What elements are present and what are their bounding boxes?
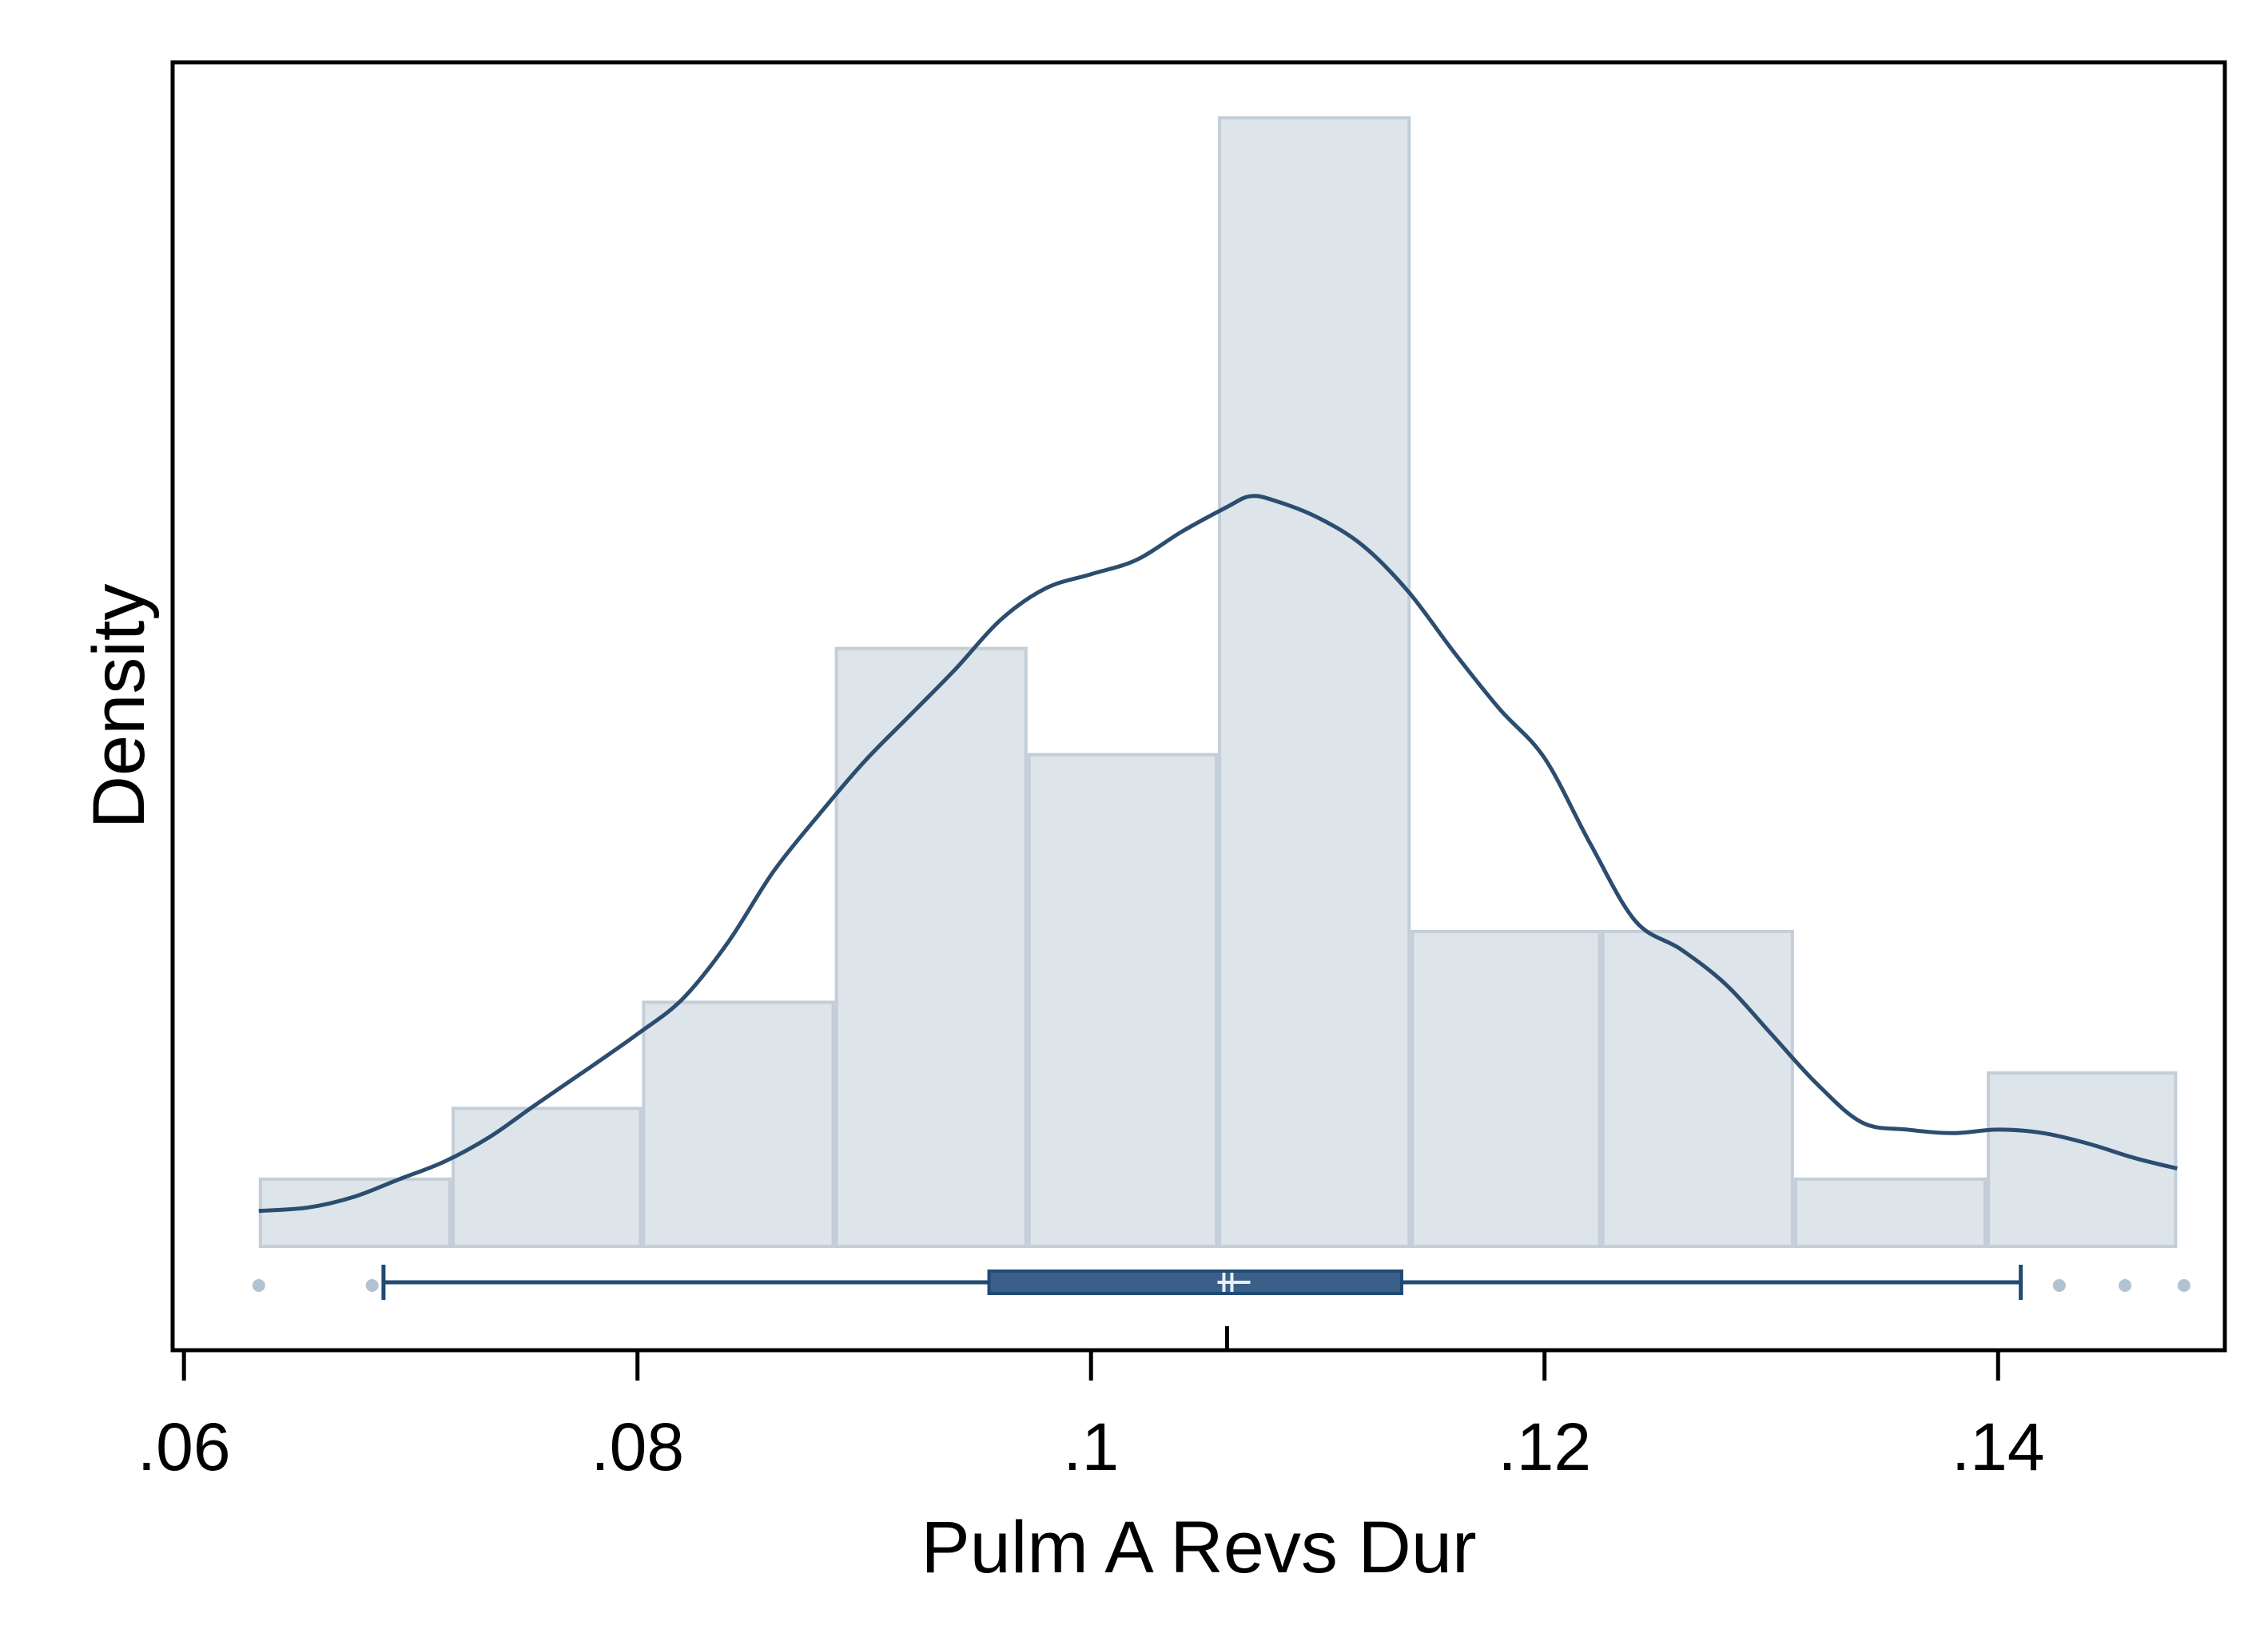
histogram-bars [258, 116, 2178, 1249]
x-axis-title: Pulm A Revs Dur [921, 1507, 1476, 1588]
histogram-bar-7 [1411, 929, 1602, 1248]
x-tick-label-3: .1 [1063, 1409, 1119, 1484]
x-tick-label-4: .12 [1498, 1409, 1591, 1484]
density-curve [258, 494, 2178, 1214]
histogram-bar-3 [642, 1000, 835, 1248]
y-axis-title: Density [78, 584, 160, 829]
histogram-bar-5 [1027, 753, 1219, 1248]
histogram-bar-9 [1793, 1177, 1987, 1248]
outlier-point-5 [2177, 1279, 2190, 1292]
outlier-point-3 [2052, 1279, 2066, 1292]
outlier-point-1 [252, 1279, 265, 1292]
x-axis: .06 .08 .1 .12 .14 [137, 1326, 2045, 1484]
x-tick-label-1: .06 [137, 1409, 231, 1484]
box-plot [252, 1265, 2190, 1300]
histogram-bar-6 [1218, 116, 1411, 1249]
plot-frame [170, 60, 2227, 1353]
histogram-bar-2 [452, 1107, 643, 1248]
histogram-bar-1 [258, 1177, 452, 1248]
x-tick-label-5: .14 [1952, 1409, 2045, 1484]
outlier-point-4 [2119, 1279, 2132, 1292]
histogram-bar-4 [834, 646, 1028, 1248]
density-curve-group [258, 494, 2178, 1214]
histogram-bar-8 [1601, 929, 1794, 1248]
x-tick-label-2: .08 [591, 1409, 684, 1484]
interquartile-box [987, 1270, 1403, 1295]
outlier-point-2 [365, 1279, 379, 1292]
